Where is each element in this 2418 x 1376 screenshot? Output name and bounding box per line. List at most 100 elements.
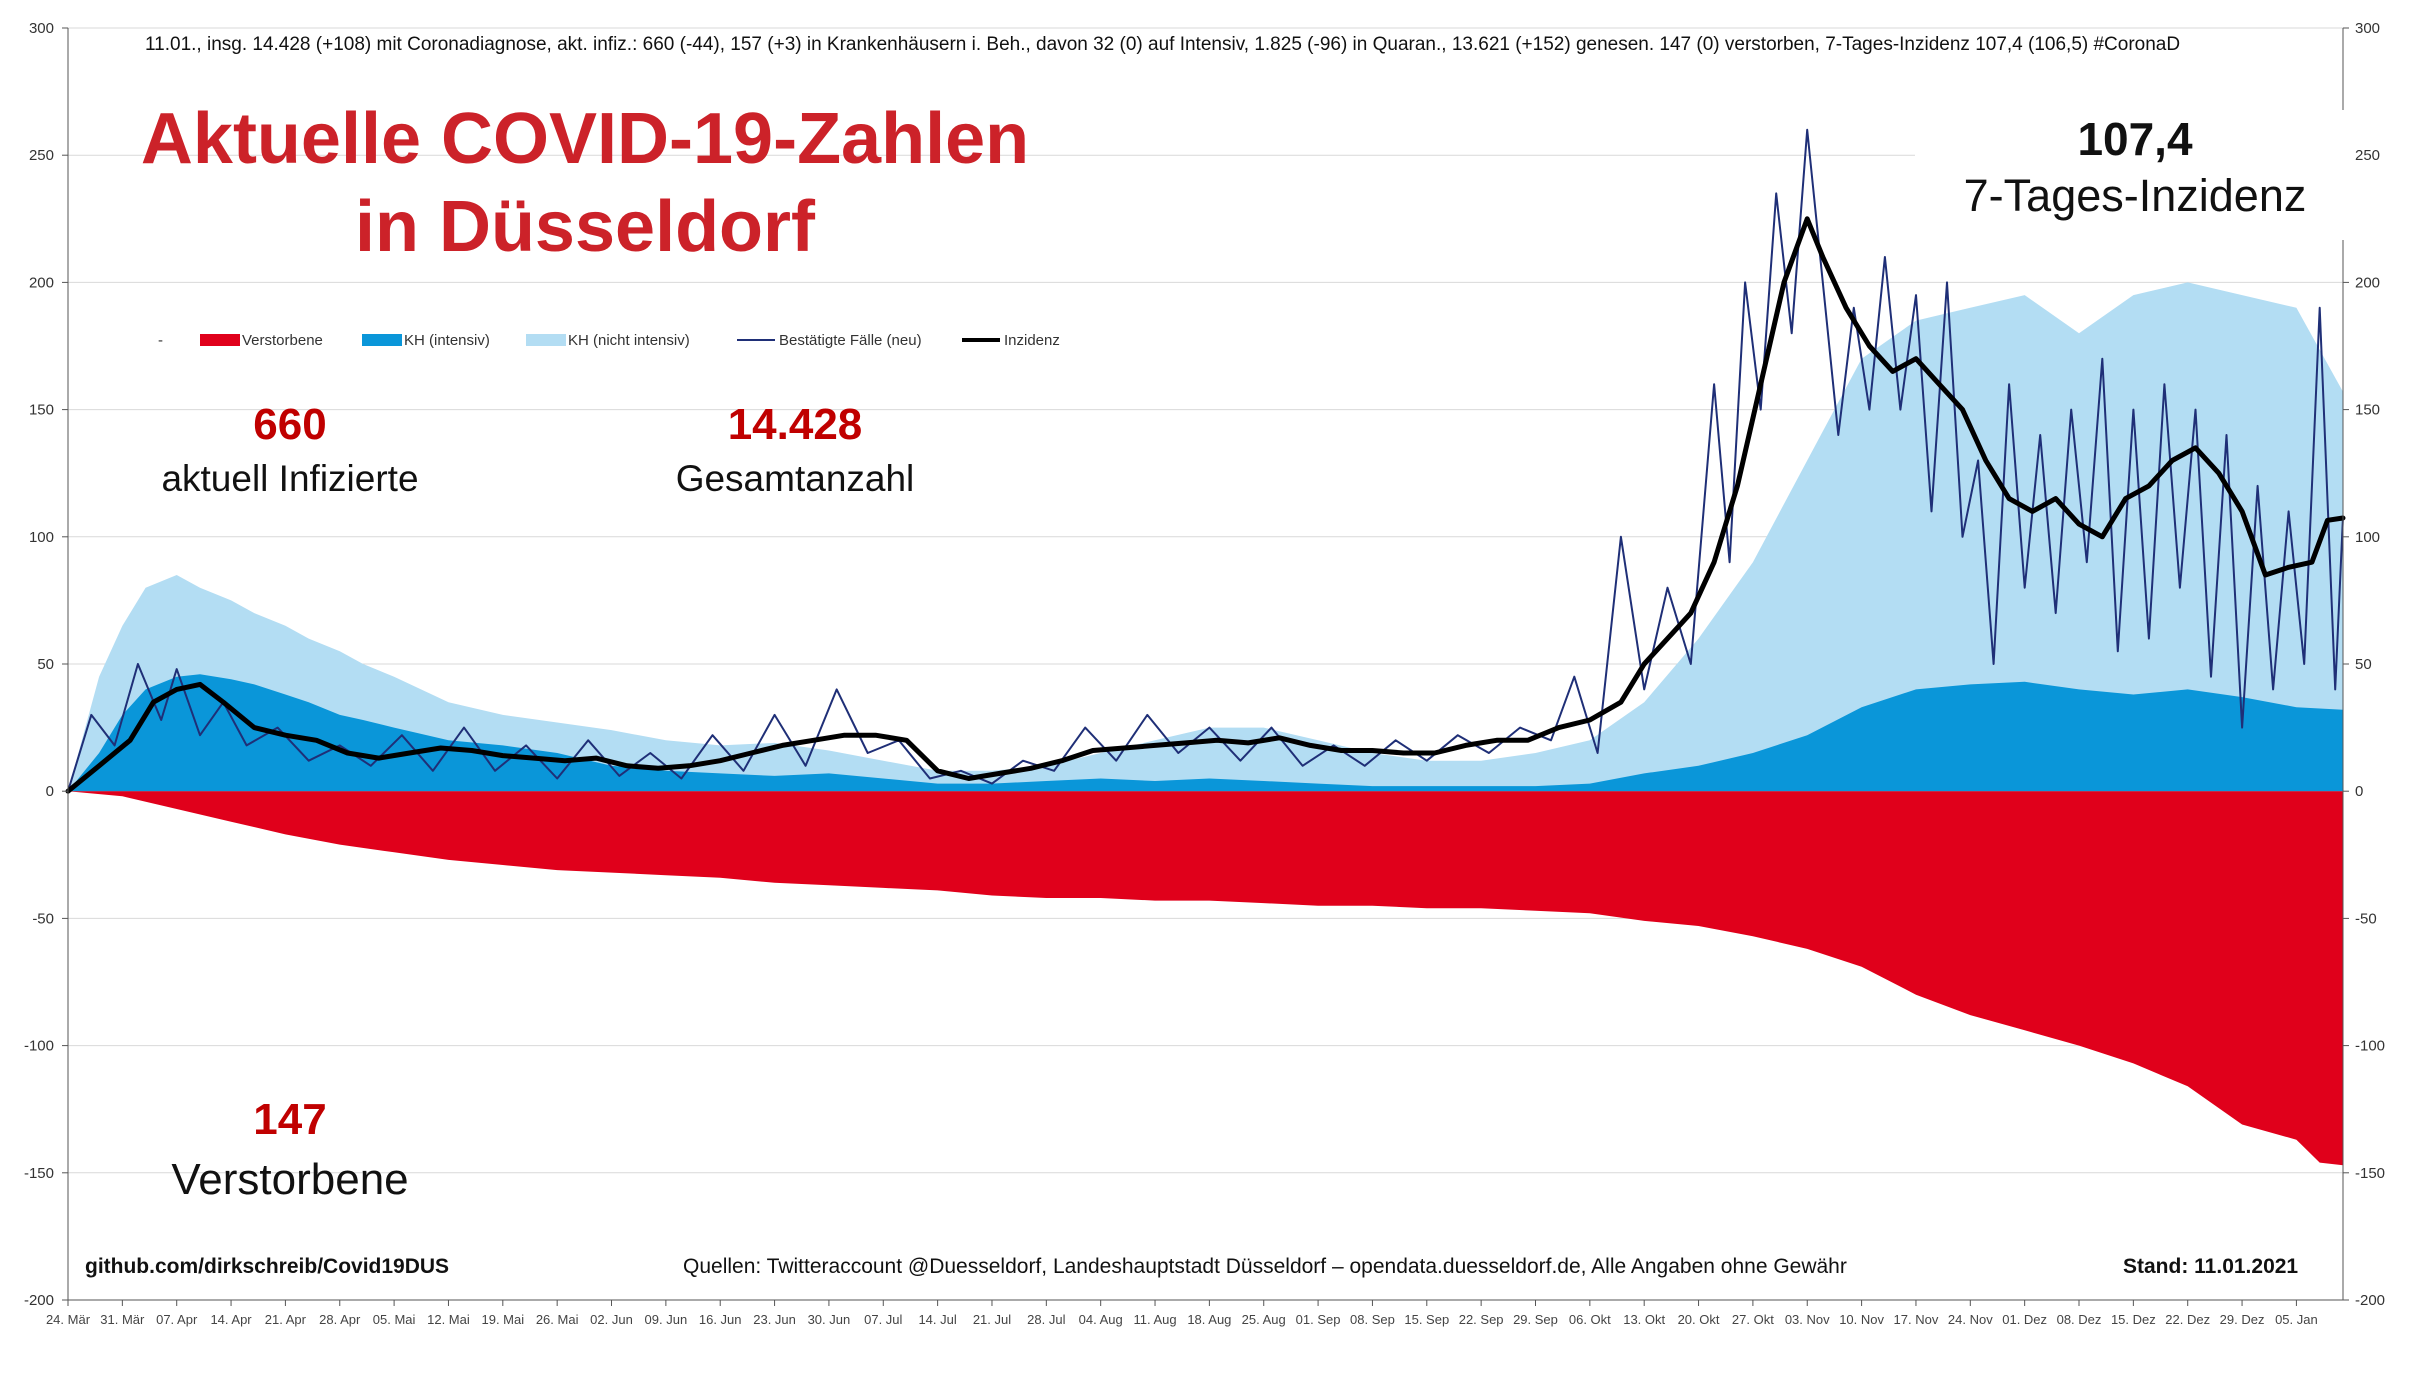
x-tick-label: 24. Nov <box>1948 1312 1993 1327</box>
legend: - Verstorbene KH (intensiv) KH (nicht inten… <box>158 332 1060 349</box>
x-tick-label: 12. Mai <box>427 1312 470 1327</box>
title-line-2: in Düsseldorf <box>354 187 816 267</box>
x-tick-label: 31. Mär <box>100 1312 145 1327</box>
x-tick-label: 15. Sep <box>1404 1312 1449 1327</box>
title-line-1: Aktuelle COVID-19-Zahlen <box>140 99 1030 179</box>
x-tick-label: 01. Dez <box>2002 1312 2047 1327</box>
y-tick-label-left: 300 <box>29 20 54 37</box>
x-tick-label: 21. Apr <box>265 1312 307 1327</box>
x-tick-label: 26. Mai <box>536 1312 579 1327</box>
legend-label: Verstorbene <box>242 332 323 349</box>
x-tick-label: 15. Dez <box>2111 1312 2156 1327</box>
series-cases-line <box>67 128 2344 792</box>
series-hospital-area <box>68 282 2343 792</box>
line-layer <box>65 128 2346 794</box>
x-tick-label: 02. Jun <box>590 1312 633 1327</box>
x-tick-label: 04. Aug <box>1079 1312 1123 1327</box>
series-deaths-area <box>68 791 2343 1166</box>
x-tick-label: 09. Jun <box>645 1312 688 1327</box>
y-tick-label-right: 300 <box>2355 20 2380 37</box>
total-value: 14.428 <box>727 400 863 449</box>
legend-label: - <box>158 332 163 349</box>
y-tick-label-right: 0 <box>2355 783 2363 800</box>
y-tick-label-right: -100 <box>2355 1038 2385 1055</box>
y-tick-label-right: -150 <box>2355 1165 2385 1182</box>
legend-swatch <box>362 334 402 346</box>
y-tick-label-right: -200 <box>2355 1292 2385 1309</box>
x-tick-label: 01. Sep <box>1296 1312 1341 1327</box>
x-tick-label: 13. Okt <box>1623 1312 1665 1327</box>
x-tick-label: 20. Okt <box>1678 1312 1720 1327</box>
y-tick-label-left: 100 <box>29 529 54 546</box>
series-incidence-line <box>65 216 2346 794</box>
infected-label: aktuell Infizierte <box>161 458 419 499</box>
legend-swatch <box>200 334 240 346</box>
y-tick-label-right: 50 <box>2355 656 2372 673</box>
y-tick-label-left: 50 <box>37 656 54 673</box>
x-tick-label: 08. Dez <box>2057 1312 2102 1327</box>
x-tick-label: 28. Jul <box>1027 1312 1065 1327</box>
x-tick-label: 07. Jul <box>864 1312 902 1327</box>
legend-swatch <box>526 334 566 346</box>
y-tick-label-left: 200 <box>29 274 54 291</box>
x-tick-label: 14. Jul <box>918 1312 956 1327</box>
x-tick-label: 19. Mai <box>481 1312 524 1327</box>
legend-label: Bestätigte Fälle (neu) <box>779 332 922 349</box>
y-tick-label-right: -50 <box>2355 910 2377 927</box>
y-tick-label-left: 150 <box>29 402 54 419</box>
y-tick-label-right: 200 <box>2355 274 2380 291</box>
date-stamp: Stand: 11.01.2021 <box>2123 1255 2299 1278</box>
y-tick-label-left: 0 <box>46 783 54 800</box>
y-tick-label-left: -50 <box>32 910 54 927</box>
x-tick-label: 17. Nov <box>1894 1312 1939 1327</box>
x-tick-label: 27. Okt <box>1732 1312 1774 1327</box>
x-tick-label: 06. Okt <box>1569 1312 1611 1327</box>
x-tick-label: 29. Dez <box>2220 1312 2265 1327</box>
sources-note: Quellen: Twitteraccount @Duesseldorf, La… <box>683 1255 1847 1278</box>
x-tick-label: 03. Nov <box>1785 1312 1830 1327</box>
x-tick-label: 22. Dez <box>2165 1312 2210 1327</box>
x-tick-label: 21. Jul <box>973 1312 1011 1327</box>
x-tick-label: 10. Nov <box>1839 1312 1884 1327</box>
y-tick-label-left: -100 <box>24 1038 54 1055</box>
chart-title: Aktuelle COVID-19-Zahlen in Düsseldorf <box>60 95 1110 271</box>
deaths-value: 147 <box>253 1095 327 1144</box>
series-icu-area <box>68 674 2343 792</box>
deaths-label: Verstorbene <box>171 1155 409 1204</box>
y-tick-label-right: 150 <box>2355 402 2380 419</box>
x-tick-label: 07. Apr <box>156 1312 198 1327</box>
y-tick-label-right: 250 <box>2355 147 2380 164</box>
y-tick-label-left: -150 <box>24 1165 54 1182</box>
total-label: Gesamtanzahl <box>675 458 915 499</box>
x-tick-label: 29. Sep <box>1513 1312 1558 1327</box>
x-tick-label: 16. Jun <box>699 1312 742 1327</box>
area-layer <box>68 282 2343 1166</box>
github-link[interactable]: github.com/dirkschreib/Covid19DUS <box>85 1255 450 1278</box>
x-tick-label: 11. Aug <box>1133 1312 1176 1327</box>
x-tick-label: 24. Mär <box>46 1312 91 1327</box>
x-tick-label: 18. Aug <box>1187 1312 1231 1327</box>
x-tick-label: 30. Jun <box>808 1312 851 1327</box>
y-tick-label-right: 100 <box>2355 529 2380 546</box>
legend-label: KH (intensiv) <box>404 332 490 349</box>
x-tick-label: 05. Jan <box>2275 1312 2318 1327</box>
infected-value: 660 <box>253 400 327 449</box>
x-tick-label: 22. Sep <box>1459 1312 1504 1327</box>
x-tick-label: 08. Sep <box>1350 1312 1395 1327</box>
summary-line: 11.01., insg. 14.428 (+108) mit Coronadi… <box>145 34 2181 55</box>
legend-label: KH (nicht intensiv) <box>568 332 690 349</box>
legend-label: Inzidenz <box>1004 332 1060 349</box>
incidence-box <box>1915 110 2355 240</box>
x-tick-label: 14. Apr <box>210 1312 252 1327</box>
incidence-label: 7-Tages-Inzidenz <box>1963 170 2307 221</box>
x-tick-label: 25. Aug <box>1242 1312 1286 1327</box>
y-tick-label-left: -200 <box>24 1292 54 1309</box>
x-tick-label: 23. Jun <box>753 1312 796 1327</box>
x-tick-label: 28. Apr <box>319 1312 361 1327</box>
y-tick-label-left: 250 <box>29 147 54 164</box>
incidence-value: 107,4 <box>2077 113 2193 165</box>
x-tick-label: 05. Mai <box>373 1312 416 1327</box>
